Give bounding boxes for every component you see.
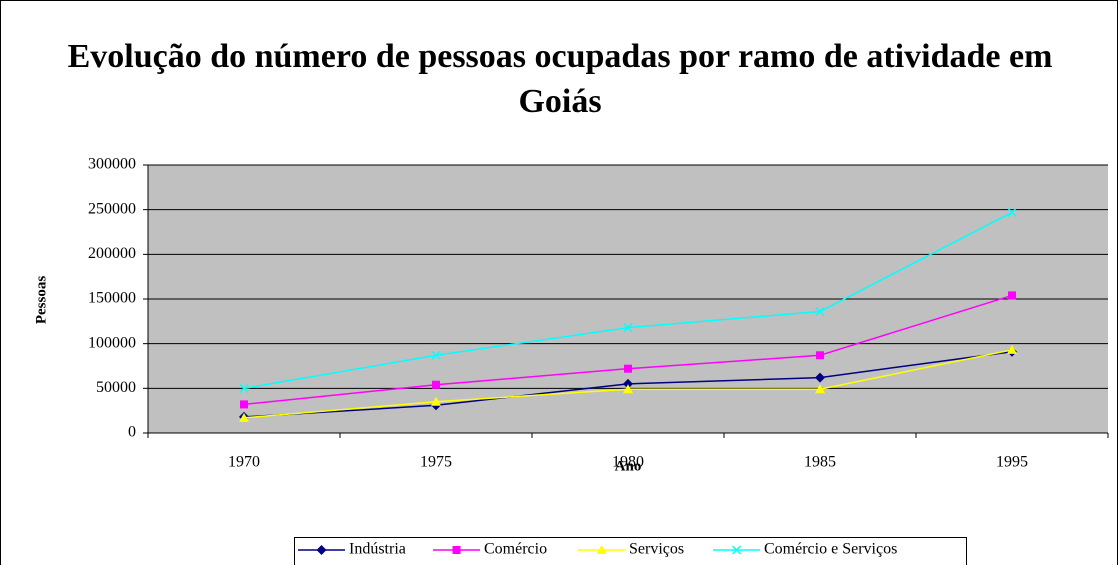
y-tick-label: 50000 <box>96 379 136 396</box>
point <box>431 350 441 360</box>
x-tick-label: 1985 <box>804 454 836 471</box>
x-tick-label: 1980 <box>612 454 644 471</box>
y-axis-label: Pessoas <box>33 276 49 324</box>
y-tick-label: 250000 <box>88 200 136 217</box>
legend-marker <box>731 545 742 555</box>
point <box>815 372 825 383</box>
x-tick-label: 1995 <box>996 454 1028 471</box>
point <box>1007 344 1017 354</box>
x-tick-label: 1970 <box>228 454 260 471</box>
y-tick-label: 100000 <box>88 334 136 351</box>
point <box>1008 291 1016 300</box>
y-tick-label: 200000 <box>88 245 136 262</box>
point <box>623 378 633 389</box>
legend-label: Serviços <box>629 541 684 558</box>
legend-marker <box>452 546 461 554</box>
point <box>240 400 248 409</box>
point <box>815 306 825 317</box>
point <box>623 384 633 394</box>
point <box>432 380 440 389</box>
point <box>815 384 825 394</box>
x-axis-label: Ano <box>615 458 642 474</box>
legend-label: Comércio e Serviços <box>764 541 897 558</box>
legend-marker <box>596 545 607 554</box>
point <box>431 396 441 406</box>
legend-marker <box>316 545 327 555</box>
point <box>239 412 249 422</box>
legend-label: Comércio <box>484 541 547 558</box>
y-tick-label: 0 <box>128 424 136 441</box>
point <box>816 351 824 360</box>
y-tick-label: 150000 <box>88 290 136 307</box>
point <box>1007 207 1017 217</box>
legend <box>294 537 967 565</box>
legend-label: Indústria <box>349 541 406 558</box>
x-tick-label: 1975 <box>420 454 452 471</box>
point <box>623 323 633 333</box>
point <box>624 364 632 373</box>
point <box>239 383 249 393</box>
chart-title: Evolução do número de pessoas ocupadas p… <box>67 38 1053 120</box>
y-tick-label: 300000 <box>88 156 136 173</box>
